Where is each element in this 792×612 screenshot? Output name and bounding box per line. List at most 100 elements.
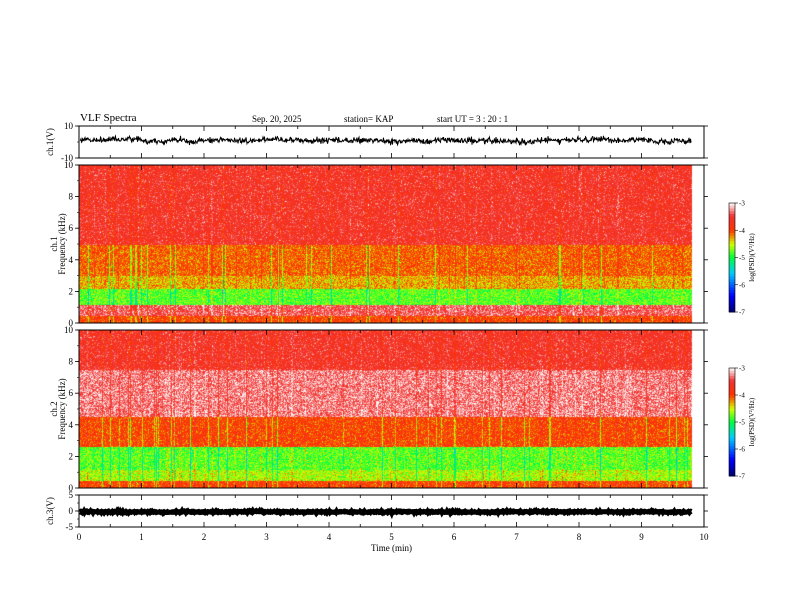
ch2-colorbar-swatch xyxy=(729,386,735,391)
time-tick-label: 7 xyxy=(514,532,519,542)
ch2-colorbar-swatch xyxy=(729,459,735,463)
ch1-colorbar-swatch xyxy=(729,249,735,253)
ch2-colorbar-swatch xyxy=(729,397,735,401)
station-label: station= KAP xyxy=(344,114,394,124)
ch2-colorbar-tick-label: -5 xyxy=(739,419,745,427)
ch1-colorbar-swatch xyxy=(729,287,735,291)
ch1-waveform-trace xyxy=(79,134,692,147)
ch2-colorbar-swatch xyxy=(729,416,735,420)
ch2-spectrogram-ylabel: Frequency (kHz) xyxy=(57,378,67,439)
ch2-colorbar: -3 -4 -5 -6 -7 log(PSD)(V²/Hz) xyxy=(728,365,756,481)
ch2-colorbar-swatch xyxy=(729,419,735,423)
ch1-colorbar-swatch xyxy=(729,203,735,207)
ch2-colorbar-swatch xyxy=(729,408,735,412)
ch1-colorbar-tick-label: -6 xyxy=(739,281,745,289)
ch1-colorbar-swatch xyxy=(729,295,735,299)
ch1-colorbar-tick-label: -7 xyxy=(739,309,745,317)
ch2-colorbar-swatch xyxy=(729,384,735,388)
ch1-spectrogram-ytick-label: 0 xyxy=(69,318,74,328)
ch1-colorbar-swatch xyxy=(729,243,735,248)
ch1-colorbar-swatch xyxy=(729,271,735,275)
ch1-colorbar-tick-label: -3 xyxy=(739,200,745,208)
ch1-colorbar: -3 -4 -5 -6 -7 log(PSD)(V²/Hz) xyxy=(728,200,756,317)
ch1-colorbar-swatch xyxy=(729,292,735,297)
ch3-waveform-ylabel: ch.3(V) xyxy=(45,497,55,525)
ch2-colorbar-swatch xyxy=(729,454,735,458)
ch2-colorbar-tick-label: -7 xyxy=(739,473,745,481)
ch1-colorbar-swatch xyxy=(729,260,735,264)
ch2-colorbar-swatch xyxy=(729,422,735,426)
ch1-colorbar-swatch xyxy=(729,205,735,209)
ch2-colorbar-swatch xyxy=(729,405,735,409)
time-tick-label: 3 xyxy=(264,532,269,542)
ch2-colorbar-swatch xyxy=(729,432,735,436)
ch2-colorbar-swatch xyxy=(729,378,735,382)
ch2-colorbar-swatch xyxy=(729,392,735,396)
ch2-colorbar-swatch xyxy=(729,473,735,477)
ch1-colorbar-swatch xyxy=(729,309,735,313)
ch1-colorbar-swatch xyxy=(729,268,735,272)
time-tick-label: 0 xyxy=(77,532,82,542)
time-axis-label: Time (min) xyxy=(371,543,412,553)
time-tick-label: 8 xyxy=(577,532,582,542)
ch2-colorbar-tick-label: -4 xyxy=(739,392,745,400)
ch2-colorbar-swatch xyxy=(729,424,735,428)
ch3-waveform-ytick-label: 0 xyxy=(69,506,74,516)
ch1-spectrogram-ytick-label: 6 xyxy=(69,223,74,233)
figure-title: VLF Spectra xyxy=(80,112,137,124)
ch2-spectrogram-ytick-label: 2 xyxy=(69,451,74,461)
ch1-spectrogram-ytick-label: 4 xyxy=(69,255,74,265)
ch1-spectrogram-ytick-label: 2 xyxy=(69,286,74,296)
ch1-colorbar-swatch xyxy=(729,265,735,269)
ch2-colorbar-swatch xyxy=(729,381,735,385)
ch2-colorbar-tick-label: -3 xyxy=(739,365,745,373)
time-tick-label: 4 xyxy=(327,532,332,542)
ch1-colorbar-label: log(PSD)(V²/Hz) xyxy=(748,233,756,282)
ch2-colorbar-swatch xyxy=(729,395,735,399)
ch1-colorbar-swatch xyxy=(729,222,735,226)
ch1-colorbar-swatch xyxy=(729,262,735,267)
time-tick-label: 10 xyxy=(700,532,710,542)
ch1-colorbar-swatch xyxy=(729,282,735,286)
ch1-colorbar-swatch xyxy=(729,216,735,220)
ch3-waveform-ytick-label: -5 xyxy=(66,522,74,532)
ch1-colorbar-swatch xyxy=(729,230,735,234)
ch1-colorbar-swatch xyxy=(729,306,735,310)
ch2-colorbar-swatch xyxy=(729,400,735,404)
ch2-colorbar-swatch xyxy=(729,438,735,442)
ch1-colorbar-swatch xyxy=(729,241,735,245)
ch2-spectrogram-ytick-label: 4 xyxy=(69,420,74,430)
ch1-colorbar-swatch xyxy=(729,238,735,242)
ch1-colorbar-swatch xyxy=(729,284,735,288)
ch1-colorbar-swatch xyxy=(729,252,735,256)
ch2-colorbar-swatch xyxy=(729,465,735,469)
ch1-colorbar-tick-label: -4 xyxy=(739,227,745,235)
ch2-colorbar-label: log(PSD)(V²/Hz) xyxy=(748,397,756,446)
ch2-colorbar-swatch xyxy=(729,376,735,380)
ch2-colorbar-swatch xyxy=(729,451,735,455)
ch1-waveform-ytick-label: 10 xyxy=(64,121,74,131)
ch2-colorbar-swatch xyxy=(729,443,735,447)
ch1-waveform-panel: 10 -10 ch.1(V) xyxy=(45,121,708,163)
ch1-spectrogram-ytick-label: 10 xyxy=(64,160,74,170)
time-tick-label: 6 xyxy=(452,532,457,542)
ch1-colorbar-swatch xyxy=(729,303,735,308)
ch3-waveform-trace xyxy=(78,505,693,520)
ch1-colorbar-tick-label: -5 xyxy=(739,254,745,262)
ch1-colorbar-swatch xyxy=(729,219,735,223)
ch1-colorbar-swatch xyxy=(729,290,735,294)
ch1-spectrogram-ylabel: Frequency (kHz) xyxy=(57,213,67,274)
ch1-colorbar-swatch xyxy=(729,208,735,212)
start-time-label: start UT = 3 : 20 : 1 xyxy=(437,114,509,124)
ch2-colorbar-swatch xyxy=(729,427,735,431)
ch2-colorbar-swatch xyxy=(729,411,735,415)
ch2-colorbar-swatch xyxy=(729,368,735,372)
ch1-spectrogram-ytick-label: 8 xyxy=(69,192,74,202)
date-label: Sep. 20, 2025 xyxy=(252,114,302,124)
ch1-colorbar-swatch xyxy=(729,301,735,305)
ch1-colorbar-swatch xyxy=(729,227,735,231)
ch2-colorbar-swatch xyxy=(729,413,735,418)
ch3-waveform-ytick-label: 5 xyxy=(69,490,74,500)
